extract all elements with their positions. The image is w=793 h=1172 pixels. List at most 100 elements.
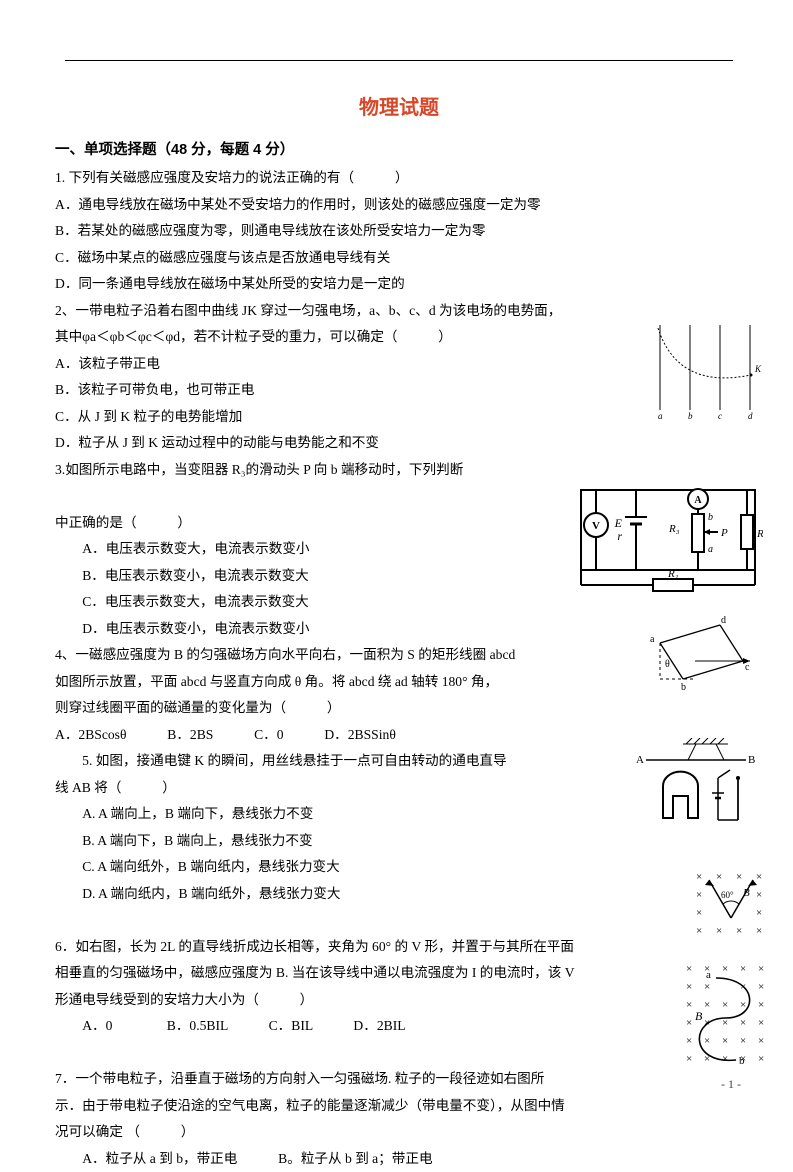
svg-text:×: × [758, 1053, 764, 1065]
q1-optC: C．磁场中某点的磁感应强度与该点是否放通电导线有关 [55, 250, 390, 265]
svg-text:×: × [686, 981, 692, 993]
svg-text:×: × [696, 871, 702, 883]
q6-stem3: 形通电导线受到的安培力大小为（ ） [55, 992, 313, 1007]
q2-optB: B．该粒子可带负电，也可带正电 [55, 382, 254, 397]
q3-label-V: V [592, 520, 600, 532]
q2-figure: a b c d K [648, 320, 763, 420]
q3-label-E: E [614, 516, 623, 530]
q2-label-b: b [688, 411, 693, 420]
svg-text:×: × [696, 925, 702, 937]
svg-text:×: × [704, 1035, 710, 1047]
svg-text:×: × [704, 999, 710, 1011]
q4-figure: a d c b θ [645, 615, 755, 695]
q7-label-b: b [739, 1055, 745, 1067]
q3-label-R3: R₃ [668, 523, 680, 535]
q6-figure: ×××× ×× ×× ×××× 60° B [691, 868, 771, 948]
q2-label-c: c [718, 411, 722, 420]
svg-text:×: × [740, 999, 746, 1011]
q7-figure: ××××× ×××× ××××× ××××× ××××× ××××× a b B [681, 960, 771, 1075]
q4-opts: A．2BScosθ B．2BS C．0 D．2BSSinθ [55, 727, 396, 742]
q5-optC: C. A 端向纸外，B 端向纸内，悬线张力变大 [55, 854, 743, 881]
svg-text:×: × [686, 1017, 692, 1029]
q5-optB: B. A 端向下，B 端向上，悬线张力不变 [55, 828, 743, 855]
q6-label-angle: 60° [721, 890, 734, 900]
svg-text:×: × [704, 981, 710, 993]
q5-stem2: 线 AB 将（ ） [55, 780, 176, 795]
svg-text:×: × [758, 981, 764, 993]
q3-label-R2: R₂ [756, 528, 763, 540]
q4-label-theta: θ [665, 659, 670, 670]
svg-text:×: × [756, 907, 762, 919]
page-title: 物理试题 [55, 91, 743, 120]
svg-text:×: × [722, 963, 728, 975]
q4-stem1: 4、一磁感应强度为 B 的匀强磁场方向水平向右，一面积为 S 的矩形线圈 abc… [55, 647, 515, 662]
svg-text:×: × [722, 1035, 728, 1047]
q3-label-P: P [720, 527, 728, 539]
svg-text:×: × [756, 925, 762, 937]
q6-stem2: 相垂直的匀强磁场中，磁感应强度为 B. 当在该导线中通以电流强度为 I 的电流时… [55, 965, 575, 980]
q2-optC: C．从 J 到 K 粒子的电势能增加 [55, 409, 242, 424]
q5-stem1: 5. 如图，接通电键 K 的瞬间，用丝线悬挂于一点可自由转动的通电直导 [55, 753, 507, 768]
q4-label-a: a [650, 634, 655, 645]
svg-text:×: × [756, 871, 762, 883]
q3-stem1: 3.如图所示电路中，当变阻器 R₃的滑动头 P 向 b 端移动时，下列判断 [55, 462, 463, 477]
q7-stem3: 况可以确定 （ ） [55, 1124, 194, 1139]
section-heading: 一、单项选择题（48 分，每题 4 分） [55, 138, 743, 159]
svg-text:×: × [758, 963, 764, 975]
svg-text:×: × [696, 907, 702, 919]
q3-label-R1: R₁ [667, 568, 679, 580]
svg-text:×: × [756, 889, 762, 901]
q6-opts: A．0 B．0.5BIL C．BIL D．2BIL [55, 1013, 743, 1040]
q7-opts: A．粒子从 a 到 b，带正电 B。粒子从 b 到 a；带正电 [55, 1146, 743, 1172]
q1-optD: D．同一条通电导线放在磁场中某处所受的安培力是一定的 [55, 276, 405, 291]
q3-optD: D．电压表示数变小，电流表示数变小 [55, 616, 743, 643]
q1-stem: 1. 下列有关磁感应强度及安培力的说法正确的有（ ） [55, 170, 408, 185]
svg-text:×: × [686, 1035, 692, 1047]
q7-label-B: B [695, 1009, 703, 1023]
q5-figure: A B [628, 738, 758, 828]
body: 1. 下列有关磁感应强度及安培力的说法正确的有（ ） A．通电导线放在磁场中某处… [55, 165, 743, 1172]
svg-text:×: × [758, 1017, 764, 1029]
top-rule [65, 60, 733, 61]
q3-stem2: 中正确的是（ ） [55, 515, 191, 530]
q4-stem3: 则穿过线圈平面的磁通量的变化量为（ ） [55, 700, 340, 715]
q2-optA: A．该粒子带正电 [55, 356, 160, 371]
svg-text:×: × [740, 963, 746, 975]
q2-stem1: 2、一带电粒子沿着右图中曲线 JK 穿过一匀强电场，a、b、c、d 为该电场的电… [55, 303, 561, 318]
q6-label-B: B [743, 887, 750, 899]
page-number: - 1 - [721, 1077, 741, 1092]
svg-text:×: × [736, 871, 742, 883]
q6-stem1: 6．如右图，长为 2L 的直导线折成边长相等，夹角为 60° 的 V 形，并置于… [55, 939, 574, 954]
q3-label-r: r [617, 529, 622, 543]
q4-stem2: 如图所示放置，平面 abcd 与竖直方向成 θ 角。将 abcd 绕 ad 轴转… [55, 674, 498, 689]
q7-stem2: 示．由于带电粒子使沿途的空气电离，粒子的能量逐渐减少（带电量不变），从图中情 [55, 1098, 565, 1113]
svg-text:×: × [686, 1053, 692, 1065]
svg-text:×: × [740, 1017, 746, 1029]
q5-optD: D. A 端向纸内，B 端向纸外，悬线张力变大 [55, 881, 743, 908]
q2-stem2: 其中φa＜φb＜φc＜φd，若不计粒子受的重力，可以确定（ ） [55, 329, 452, 344]
q2-label-d: d [748, 411, 753, 420]
svg-text:×: × [740, 1035, 746, 1047]
q1-optA: A．通电导线放在磁场中某处不受安培力的作用时，则该处的磁感应强度一定为零 [55, 197, 541, 212]
svg-text:×: × [716, 871, 722, 883]
q2-label-a: a [658, 411, 663, 420]
q7-label-a: a [706, 969, 711, 981]
q4-label-d: d [721, 615, 726, 626]
svg-text:×: × [736, 925, 742, 937]
q2-optD: D．粒子从 J 到 K 运动过程中的动能与电势能之和不变 [55, 435, 379, 450]
q3-label-A: A [694, 495, 702, 506]
exam-page: 物理试题 一、单项选择题（48 分，每题 4 分） 1. 下列有关磁感应强度及安… [0, 0, 793, 1122]
svg-text:×: × [758, 1035, 764, 1047]
svg-text:×: × [686, 999, 692, 1011]
q5-label-B: B [748, 754, 755, 766]
svg-text:×: × [686, 963, 692, 975]
q3-label-b: b [708, 512, 713, 523]
svg-text:×: × [722, 1053, 728, 1065]
svg-text:×: × [716, 925, 722, 937]
q4-label-b: b [681, 682, 686, 693]
q7-stem1: 7．一个带电粒子，沿垂直于磁场的方向射入一匀强磁场. 粒子的一段径迹如右图所 [55, 1071, 544, 1086]
q2-label-K: K [754, 364, 762, 374]
q4-label-c: c [745, 662, 750, 673]
svg-text:×: × [758, 999, 764, 1011]
svg-text:×: × [722, 999, 728, 1011]
